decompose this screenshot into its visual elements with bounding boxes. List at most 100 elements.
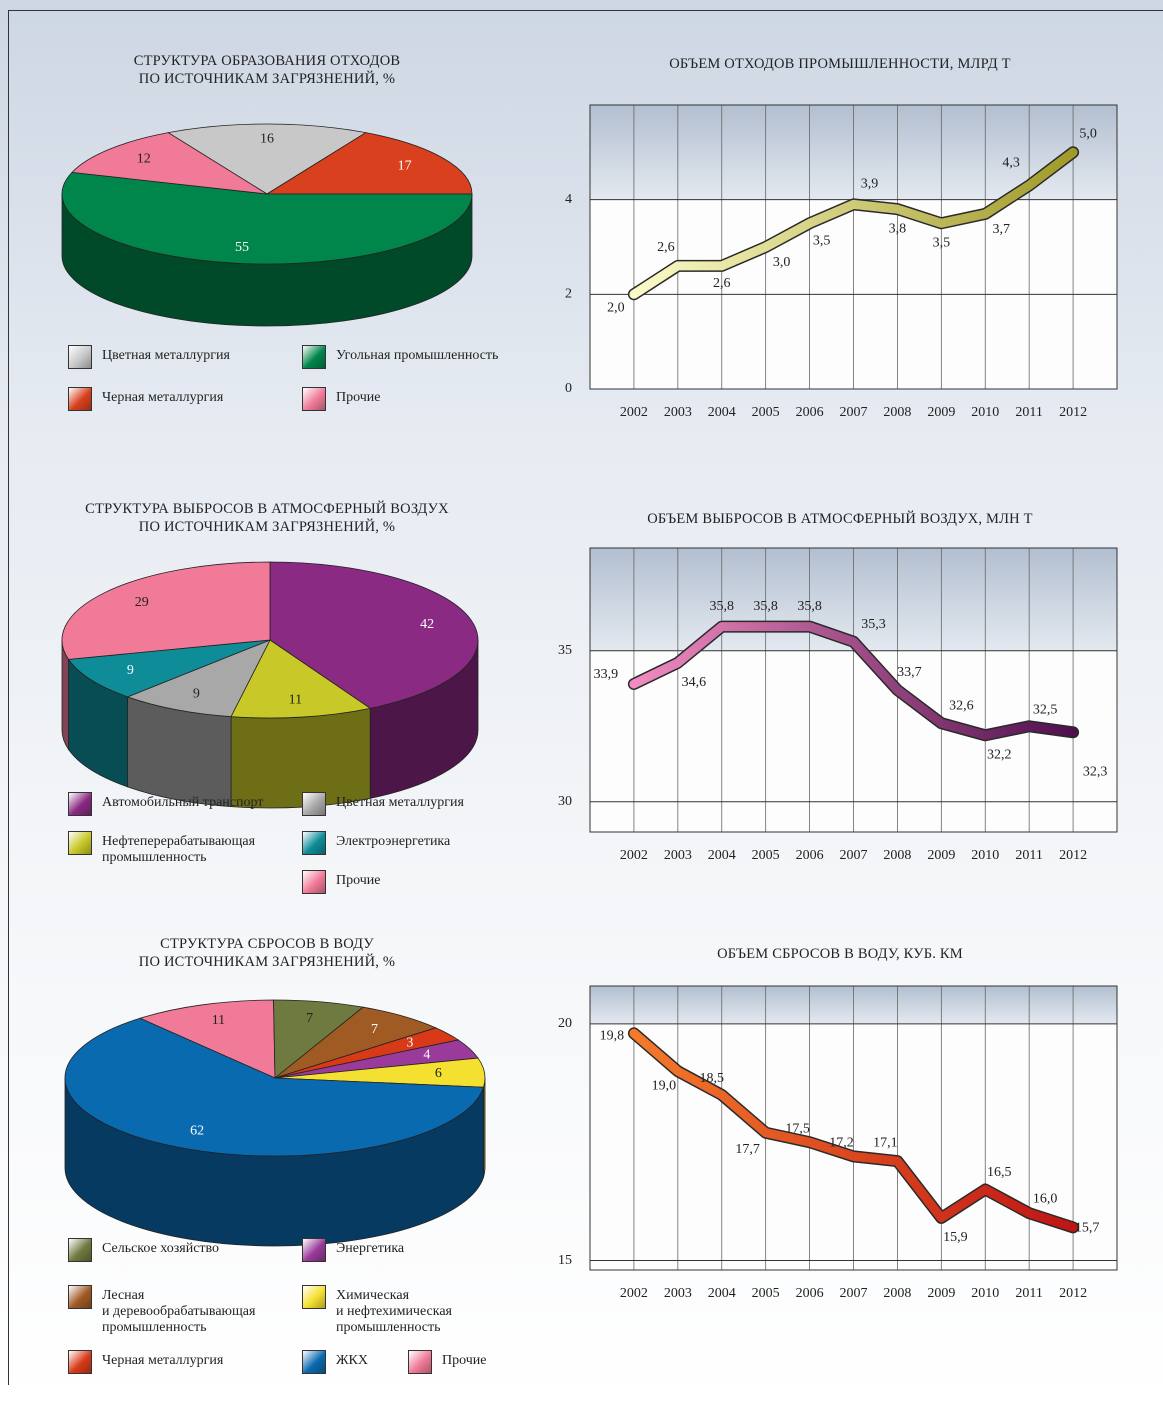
value-label: 19,0: [652, 1078, 677, 1093]
line: [629, 147, 1078, 299]
legend-text: Энергетика: [336, 1241, 405, 1256]
legend-swatch: [302, 345, 326, 369]
slice-label: 4: [423, 1047, 430, 1062]
legend-text: Сельское хозяйство: [102, 1241, 220, 1256]
legend-swatch: [302, 387, 326, 411]
slice-label: 7: [371, 1022, 378, 1037]
slice-label: 11: [212, 1013, 225, 1028]
slice-label: 17: [398, 158, 412, 173]
slice: [61, 171, 473, 265]
legend-item: Прочие: [302, 870, 381, 894]
x-tick-label: 2002: [620, 1286, 648, 1301]
plot-frame: [589, 985, 1118, 1271]
x-tick-label: 2006: [796, 405, 824, 420]
legend-swatch: [68, 831, 92, 855]
legend-item: ЖКХ: [302, 1350, 368, 1374]
y-tick-label: 35: [558, 643, 572, 658]
slice: [269, 561, 479, 709]
value-label: 3,5: [933, 236, 951, 251]
legend-swatch: [68, 1285, 92, 1309]
slice: [265, 132, 473, 195]
value-label: 19,8: [600, 1029, 625, 1044]
slice: [64, 1017, 485, 1157]
legend-text: ЖКХ: [336, 1353, 368, 1368]
x-tick-label: 2006: [796, 1286, 824, 1301]
y-tick-label: 4: [565, 192, 572, 207]
legend-text: Автомобильный транспорт: [102, 795, 264, 810]
frame-top: [8, 10, 1163, 11]
value-label: 17,1: [873, 1135, 898, 1150]
value-label: 35,8: [797, 599, 822, 614]
x-tick-label: 2005: [752, 848, 780, 863]
value-label: 2,0: [607, 301, 625, 316]
legend-swatch: [302, 1285, 326, 1309]
x-tick-label: 2010: [971, 848, 999, 863]
value-label: 33,7: [897, 665, 922, 680]
slice: [126, 639, 271, 718]
slice: [167, 123, 367, 195]
legend-swatch: [302, 1350, 326, 1374]
legend-swatch: [68, 1350, 92, 1374]
value-label: 35,3: [861, 617, 886, 632]
legend-swatch: [302, 831, 326, 855]
x-tick-label: 2003: [664, 405, 692, 420]
frame-left: [8, 10, 9, 1385]
legend-swatch: [302, 1238, 326, 1262]
x-tick-label: 2009: [927, 405, 955, 420]
x-tick-label: 2006: [796, 848, 824, 863]
legend-item: Автомобильный транспорт: [68, 792, 263, 816]
slice-label: 29: [135, 595, 149, 610]
x-tick-label: 2007: [840, 1286, 868, 1301]
slice-label: 7: [306, 1011, 313, 1026]
slice-label: 9: [127, 663, 134, 678]
x-tick-label: 2004: [708, 848, 736, 863]
line: [629, 1028, 1078, 1232]
value-label: 16,5: [987, 1165, 1012, 1180]
x-tick-label: 2009: [927, 1286, 955, 1301]
value-label: 15,7: [1075, 1221, 1100, 1236]
chart-title: ОБЪЕМ ОТХОДОВ ПРОМЫШЛЕННОСТИ, МЛРД Т: [669, 56, 1011, 72]
legend-item: Черная металлургия: [68, 387, 223, 411]
x-tick-label: 2012: [1059, 848, 1087, 863]
slice-label: 62: [190, 1124, 204, 1139]
value-label: 4,3: [1002, 156, 1020, 171]
legend-text: Цветная металлургия: [336, 795, 464, 810]
value-label: 34,6: [682, 675, 707, 690]
value-label: 35,8: [753, 599, 778, 614]
legend-text: Цветная металлургия: [102, 348, 230, 363]
x-tick-label: 2007: [840, 848, 868, 863]
x-tick-label: 2008: [883, 1286, 911, 1301]
value-label: 3,7: [993, 222, 1011, 237]
x-tick-label: 2007: [840, 405, 868, 420]
legend-text: Черная металлургия: [102, 1353, 224, 1368]
legend-swatch: [302, 870, 326, 894]
plot-frame: [589, 104, 1118, 390]
x-tick-label: 2010: [971, 1286, 999, 1301]
chart-title: ОБЪЕМ ВЫБРОСОВ В АТМОСФЕРНЫЙ ВОЗДУХ, МЛН…: [647, 511, 1033, 527]
value-label: 2,6: [713, 276, 731, 291]
value-label: 17,7: [735, 1142, 760, 1157]
x-tick-label: 2008: [883, 405, 911, 420]
chart-title: СТРУКТУРА СБРОСОВ В ВОДУ ПО ИСТОЧНИКАМ З…: [138, 936, 396, 970]
legend-text: Химическая и нефтехимическая промышленно…: [336, 1288, 452, 1335]
chart-title: СТРУКТУРА ОБРАЗОВАНИЯ ОТХОДОВ ПО ИСТОЧНИ…: [133, 53, 401, 87]
value-label: 3,5: [813, 234, 831, 249]
x-tick-label: 2005: [752, 405, 780, 420]
slice-label: 42: [420, 617, 434, 632]
value-label: 16,0: [1033, 1191, 1058, 1206]
x-tick-label: 2012: [1059, 405, 1087, 420]
x-tick-label: 2004: [708, 405, 736, 420]
slice-label: 3: [406, 1036, 413, 1051]
legend-swatch: [68, 792, 92, 816]
value-label: 32,3: [1083, 765, 1108, 780]
value-label: 17,2: [829, 1136, 854, 1151]
x-tick-label: 2003: [664, 848, 692, 863]
legend-swatch: [68, 387, 92, 411]
slice-label: 12: [137, 151, 151, 166]
slice-label: 16: [260, 132, 274, 147]
value-label: 32,5: [1033, 702, 1058, 717]
y-tick-label: 20: [558, 1016, 572, 1031]
legend-text: Прочие: [336, 873, 381, 888]
legend-text: Черная металлургия: [102, 390, 224, 405]
